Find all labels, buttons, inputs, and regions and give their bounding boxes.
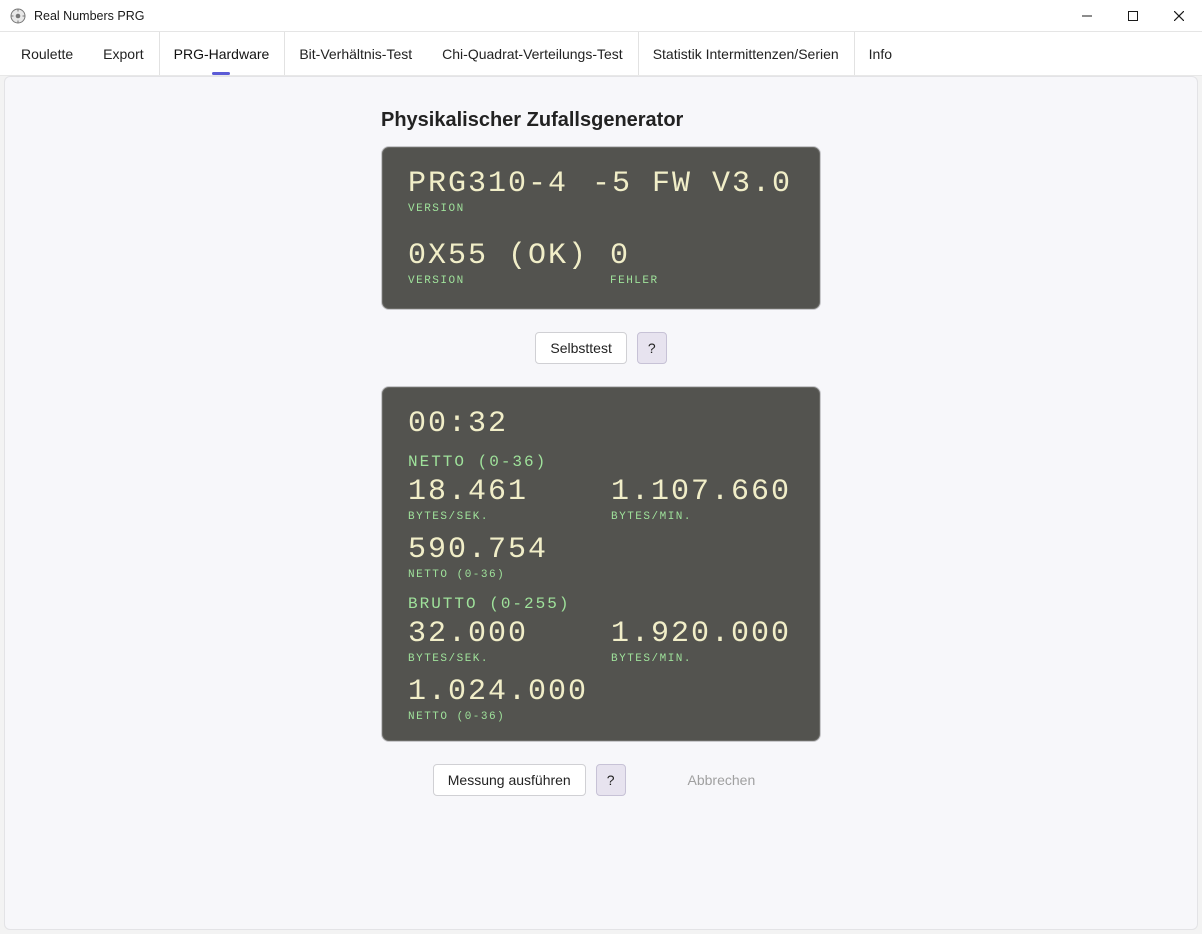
tab-label: Roulette [21,46,73,62]
firmware-model: PRG310-4 [408,169,568,199]
error-label: FEHLER [610,275,794,287]
selftest-button[interactable]: Selbsttest [535,332,626,364]
tab-label: Chi-Quadrat-Verteilungs-Test [442,46,623,62]
brutto-total-label: NETTO (0-36) [408,711,794,723]
netto-total-value: 590.754 [408,535,794,565]
window-title: Real Numbers PRG [34,9,144,23]
tab-statistics[interactable]: Statistik Intermittenzen/Serien [638,32,854,75]
tab-bit-ratio-test[interactable]: Bit-Verhältnis-Test [284,32,427,75]
hardware-info-panel: PRG310-4 -5 FW V3.0 VERSION 0X55 (OK) VE… [381,146,821,310]
tab-label: Bit-Verhältnis-Test [299,46,412,62]
minimize-button[interactable] [1064,0,1110,32]
brutto-section-label: BRUTTO (0-255) [408,595,794,613]
brutto-bps-value: 32.000 [408,619,591,649]
close-button[interactable] [1156,0,1202,32]
content-area: Physikalischer Zufallsgenerator PRG310-4… [4,76,1198,930]
brutto-total-value: 1.024.000 [408,677,794,707]
measurement-help-button[interactable]: ? [596,764,626,796]
maximize-button[interactable] [1110,0,1156,32]
error-value: 0 [610,241,794,271]
tab-label: PRG-Hardware [174,46,270,62]
run-measurement-button[interactable]: Messung ausführen [433,764,586,796]
status-label: VERSION [408,275,592,287]
measurement-panel: 00:32 NETTO (0-36) 18.461 BYTES/SEK. 1.1… [381,386,821,742]
tab-chi-square-test[interactable]: Chi-Quadrat-Verteilungs-Test [427,32,638,75]
tab-export[interactable]: Export [88,32,158,75]
tab-info[interactable]: Info [854,32,907,75]
netto-bpm-label: BYTES/MIN. [611,511,794,523]
cancel-button[interactable]: Abbrechen [674,764,770,796]
brutto-bpm-label: BYTES/MIN. [611,653,794,665]
netto-total-label: NETTO (0-36) [408,569,794,581]
tab-roulette[interactable]: Roulette [6,32,88,75]
tab-prg-hardware[interactable]: PRG-Hardware [159,32,285,75]
tab-label: Export [103,46,143,62]
firmware-version: -5 FW V3.0 [592,169,792,199]
page-title: Physikalischer Zufallsgenerator [381,109,683,132]
netto-bps-value: 18.461 [408,477,591,507]
netto-bpm-value: 1.107.660 [611,477,794,507]
selftest-help-button[interactable]: ? [637,332,667,364]
status-value: 0X55 (OK) [408,241,592,271]
window-controls [1064,0,1202,31]
tab-label: Statistik Intermittenzen/Serien [653,46,839,62]
app-icon [10,8,26,24]
netto-section-label: NETTO (0-36) [408,453,794,471]
brutto-bps-label: BYTES/SEK. [408,653,591,665]
tab-bar: Roulette Export PRG-Hardware Bit-Verhält… [0,32,1202,76]
tab-label: Info [869,46,892,62]
netto-bps-label: BYTES/SEK. [408,511,591,523]
timer-value: 00:32 [408,409,794,439]
titlebar: Real Numbers PRG [0,0,1202,32]
firmware-label: VERSION [408,203,794,215]
brutto-bpm-value: 1.920.000 [611,619,794,649]
